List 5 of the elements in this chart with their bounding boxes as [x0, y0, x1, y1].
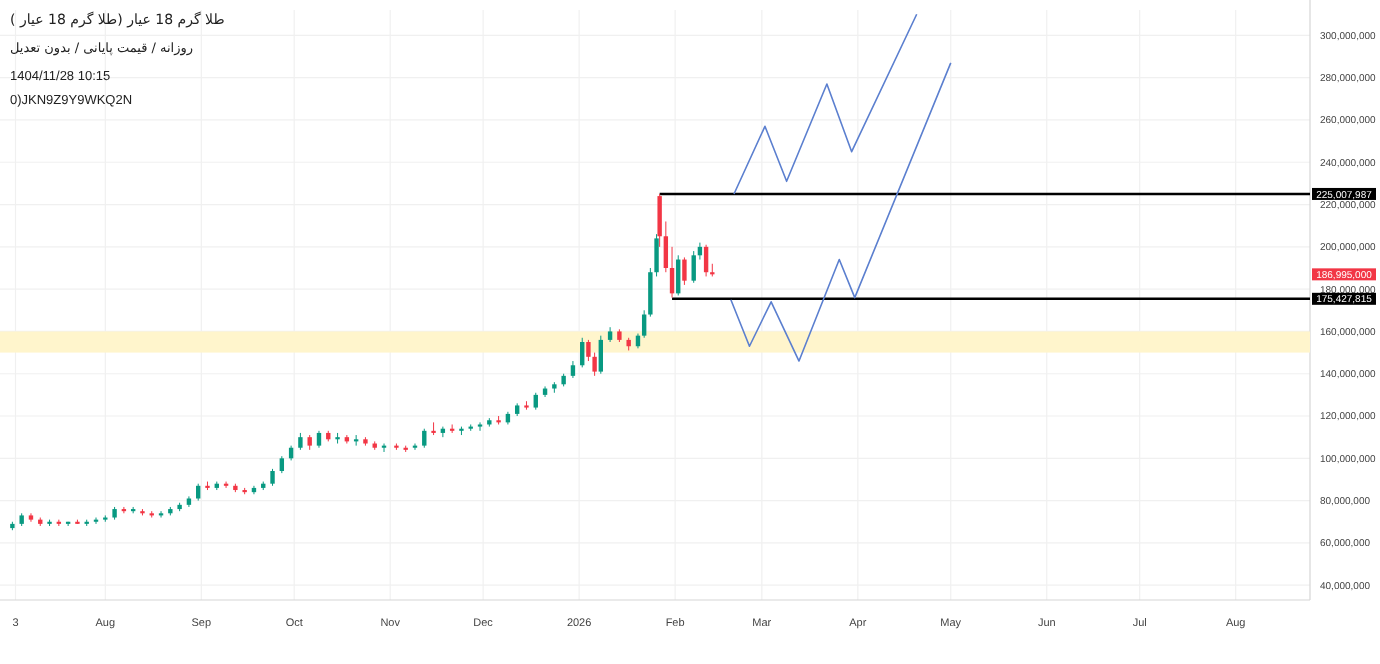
- candlestick: [682, 256, 687, 286]
- candlestick: [691, 250, 696, 284]
- candlestick: [598, 335, 603, 375]
- candlestick: [580, 337, 585, 368]
- candlestick: [422, 428, 427, 449]
